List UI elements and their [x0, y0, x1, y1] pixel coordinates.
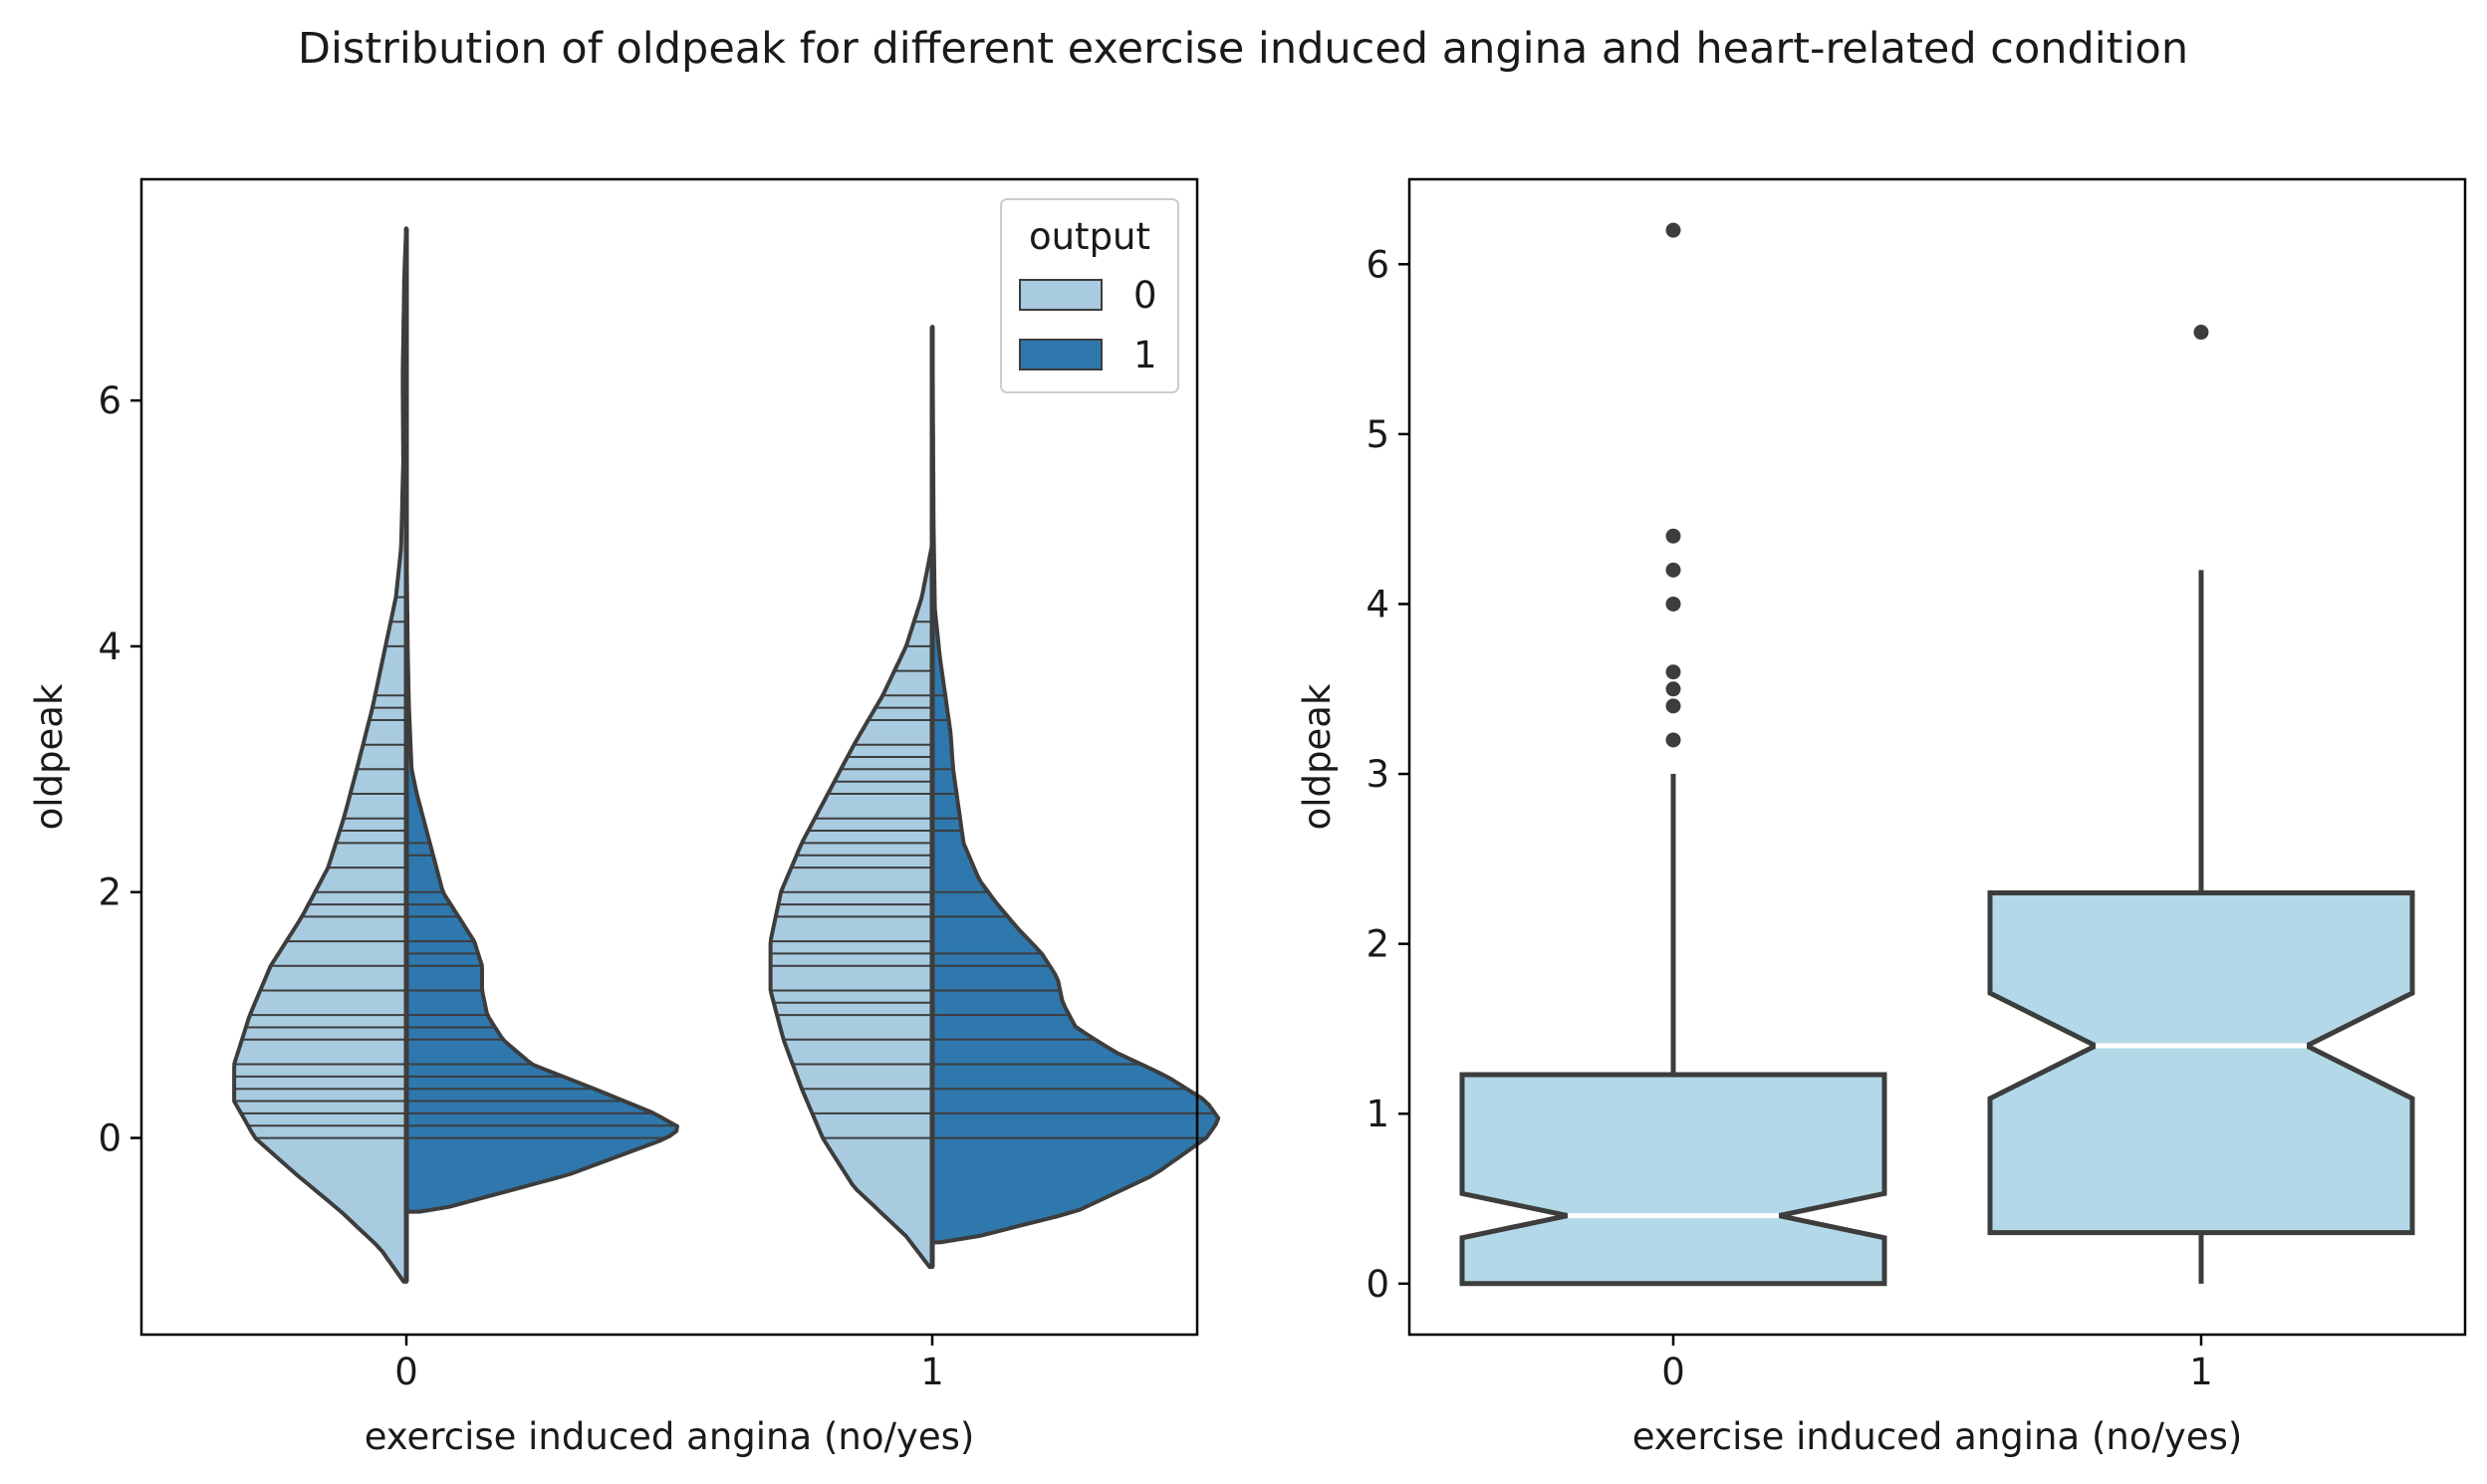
- x-tick-label: 1: [920, 1351, 944, 1393]
- y-tick-label: 6: [1366, 243, 1389, 286]
- violin-half-output-0-angina-1: [768, 546, 934, 1270]
- legend-swatch-output-1: [1019, 339, 1103, 371]
- legend-label-output-0: 0: [1133, 274, 1157, 317]
- y-tick-label: 5: [1366, 413, 1389, 456]
- outlier-point: [1665, 596, 1681, 612]
- y-axis-label: oldpeak: [1296, 683, 1339, 830]
- y-tick-label: 3: [1366, 753, 1389, 796]
- x-tick-label: 0: [394, 1351, 418, 1393]
- plot-frame: [139, 177, 1199, 1337]
- figure-title: Distribution of oldpeak for different ex…: [298, 24, 2188, 74]
- outlier-point: [1665, 732, 1681, 748]
- outlier-point: [2193, 325, 2209, 341]
- violin-half-output-1-angina-1: [930, 325, 1221, 1245]
- outlier-point: [1665, 222, 1681, 238]
- y-tick-label: 2: [98, 871, 122, 914]
- x-axis-label: exercise induced angina (no/yes): [365, 1415, 975, 1458]
- x-tick-label: 0: [1661, 1351, 1685, 1393]
- y-tick-label: 0: [98, 1117, 122, 1160]
- outlier-point: [1665, 664, 1681, 680]
- y-axis-ticks: 0 2 4 6: [98, 379, 141, 1160]
- y-tick-label: 4: [98, 625, 122, 668]
- y-tick-label: 1: [1366, 1093, 1389, 1135]
- violin-half-output-0-angina-0: [232, 226, 408, 1284]
- outlier-point: [1665, 698, 1681, 714]
- violin-bodies: [232, 226, 1221, 1284]
- y-tick-label: 4: [1366, 583, 1389, 625]
- y-axis-ticks: 0 1 2 3 4 5 6: [1366, 243, 1409, 1306]
- y-axis-label: oldpeak: [28, 683, 71, 830]
- outlier-point: [1665, 528, 1681, 544]
- outlier-point: [1665, 562, 1681, 578]
- legend: output 0 1: [1000, 198, 1179, 393]
- outlier-point: [1665, 681, 1681, 697]
- y-tick-label: 6: [98, 379, 122, 422]
- x-axis-label: exercise induced angina (no/yes): [1632, 1415, 2243, 1458]
- box-elements: [1459, 222, 2415, 1287]
- box-angina-1: [1987, 890, 2415, 1236]
- legend-title: output: [1029, 215, 1150, 258]
- plot-frame: [1407, 177, 2467, 1337]
- y-tick-label: 0: [1366, 1263, 1389, 1306]
- box-angina-0: [1459, 1072, 1887, 1287]
- violin-half-output-1-angina-0: [404, 546, 679, 1214]
- x-tick-label: 1: [2189, 1351, 2213, 1393]
- legend-swatch-output-0: [1019, 279, 1103, 311]
- legend-label-output-1: 1: [1133, 334, 1157, 376]
- y-tick-label: 2: [1366, 923, 1389, 966]
